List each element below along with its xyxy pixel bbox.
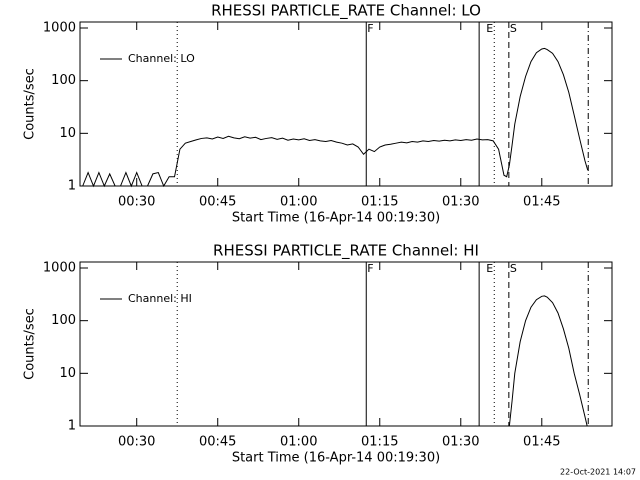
event-label: E xyxy=(486,262,493,275)
x-axis-label: Start Time (16-Apr-14 00:19:30) xyxy=(232,451,440,466)
y-tick-label: 10 xyxy=(59,366,76,381)
x-tick-label: 01:45 xyxy=(523,435,560,450)
x-tick-label: 01:30 xyxy=(442,435,479,450)
event-label: F xyxy=(367,262,373,275)
y-axis-label: Counts/sec xyxy=(23,68,38,140)
legend-label: Channel: LO xyxy=(128,52,195,65)
event-label: E xyxy=(486,22,493,35)
event-label: F xyxy=(367,22,373,35)
footer: 22-Oct-2021 14:07 xyxy=(560,468,636,477)
data-line xyxy=(82,47,589,188)
x-tick-label: 01:45 xyxy=(523,195,560,210)
x-axis-label: Start Time (16-Apr-14 00:19:30) xyxy=(232,211,440,226)
x-tick-label: 00:45 xyxy=(199,195,236,210)
y-tick-label: 1 xyxy=(68,419,76,434)
x-tick-label: 01:00 xyxy=(280,195,317,210)
x-tick-label: 01:15 xyxy=(361,435,398,450)
event-label: S xyxy=(510,262,517,275)
x-tick-label: 00:30 xyxy=(118,195,155,210)
y-tick-label: 100 xyxy=(51,73,76,88)
chart-title: RHESSI PARTICLE_RATE Channel: LO xyxy=(211,2,481,21)
y-tick-label: 100 xyxy=(51,313,76,328)
x-tick-label: 01:30 xyxy=(442,195,479,210)
plot-frame xyxy=(79,21,613,187)
y-tick-label: 1000 xyxy=(43,261,76,276)
x-tick-label: 00:30 xyxy=(118,435,155,450)
x-tick-label: 00:45 xyxy=(199,435,236,450)
legend-label: Channel: HI xyxy=(128,292,192,305)
plot-frame xyxy=(79,261,613,427)
x-tick-label: 01:15 xyxy=(361,195,398,210)
y-tick-label: 1000 xyxy=(43,21,76,36)
y-tick-label: 10 xyxy=(59,126,76,141)
y-tick-label: 1 xyxy=(68,179,76,194)
y-axis-label: Counts/sec xyxy=(23,308,38,380)
x-tick-label: 01:00 xyxy=(280,435,317,450)
event-label: S xyxy=(510,22,517,35)
chart-title: RHESSI PARTICLE_RATE Channel: HI xyxy=(213,242,479,261)
data-line xyxy=(508,295,588,427)
